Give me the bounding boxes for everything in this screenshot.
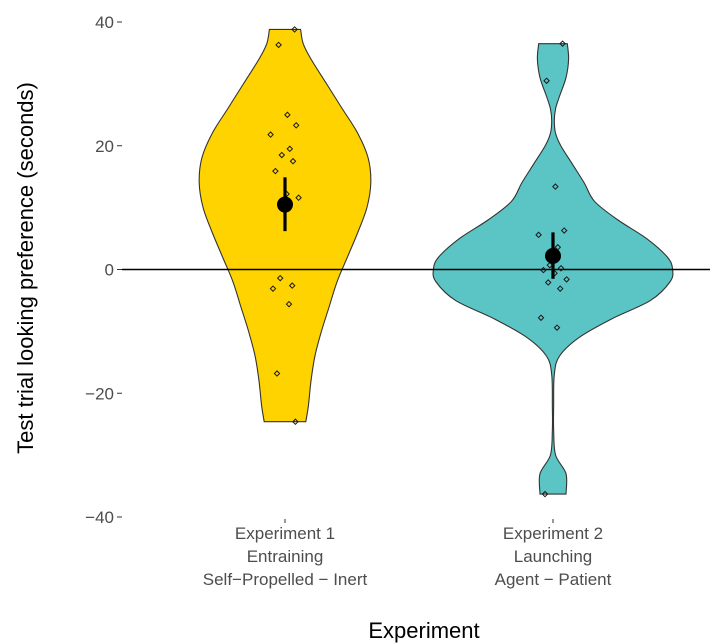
x-category-label: Entraining: [247, 547, 324, 566]
mean-point-1: [277, 196, 293, 213]
x-axis-title: Experiment: [368, 618, 479, 643]
data-point: [267, 131, 274, 138]
x-category-label: Experiment 2: [503, 524, 603, 543]
x-category-label: Self−Propelled − Inert: [203, 570, 368, 589]
data-point: [544, 279, 552, 286]
data-point: [275, 41, 282, 49]
plot-area: [122, 26, 710, 498]
x-category-label: Agent − Patient: [495, 570, 612, 589]
mean-point-2: [545, 247, 561, 264]
data-point: [278, 151, 286, 159]
data-point: [563, 276, 570, 283]
data-point: [553, 324, 561, 331]
x-category-label: Experiment 1: [235, 524, 335, 543]
data-point: [537, 314, 545, 322]
data-point: [288, 282, 296, 289]
y-tick-label: 0: [105, 261, 114, 280]
data-point: [295, 194, 302, 202]
data-point: [286, 145, 294, 153]
y-tick-label: 40: [95, 13, 114, 32]
data-point: [557, 264, 565, 272]
data-point: [272, 167, 279, 175]
data-point: [541, 490, 549, 498]
data-point: [291, 26, 298, 33]
data-point: [543, 77, 550, 85]
data-point: [292, 418, 299, 426]
data-point: [273, 370, 281, 377]
y-axis-title: Test trial looking preference (seconds): [13, 82, 38, 454]
x-category-label: Launching: [514, 547, 592, 566]
data-point: [552, 183, 559, 190]
y-axis: −40 −20 0 20 40: [85, 13, 122, 527]
x-axis: Experiment 1 Entraining Self−Propelled − I…: [203, 519, 612, 589]
data-point: [556, 285, 564, 292]
data-point: [269, 285, 277, 292]
data-point: [284, 111, 291, 119]
y-tick-label: −20: [85, 384, 114, 403]
y-tick-label: −40: [85, 508, 114, 527]
data-point: [289, 157, 297, 165]
data-point: [292, 122, 300, 129]
data-point: [285, 300, 293, 308]
data-point: [560, 227, 568, 234]
data-point: [559, 40, 566, 47]
data-point: [276, 274, 284, 282]
data-point: [535, 231, 542, 239]
data-point: [540, 266, 547, 274]
y-tick-label: 20: [95, 137, 114, 156]
